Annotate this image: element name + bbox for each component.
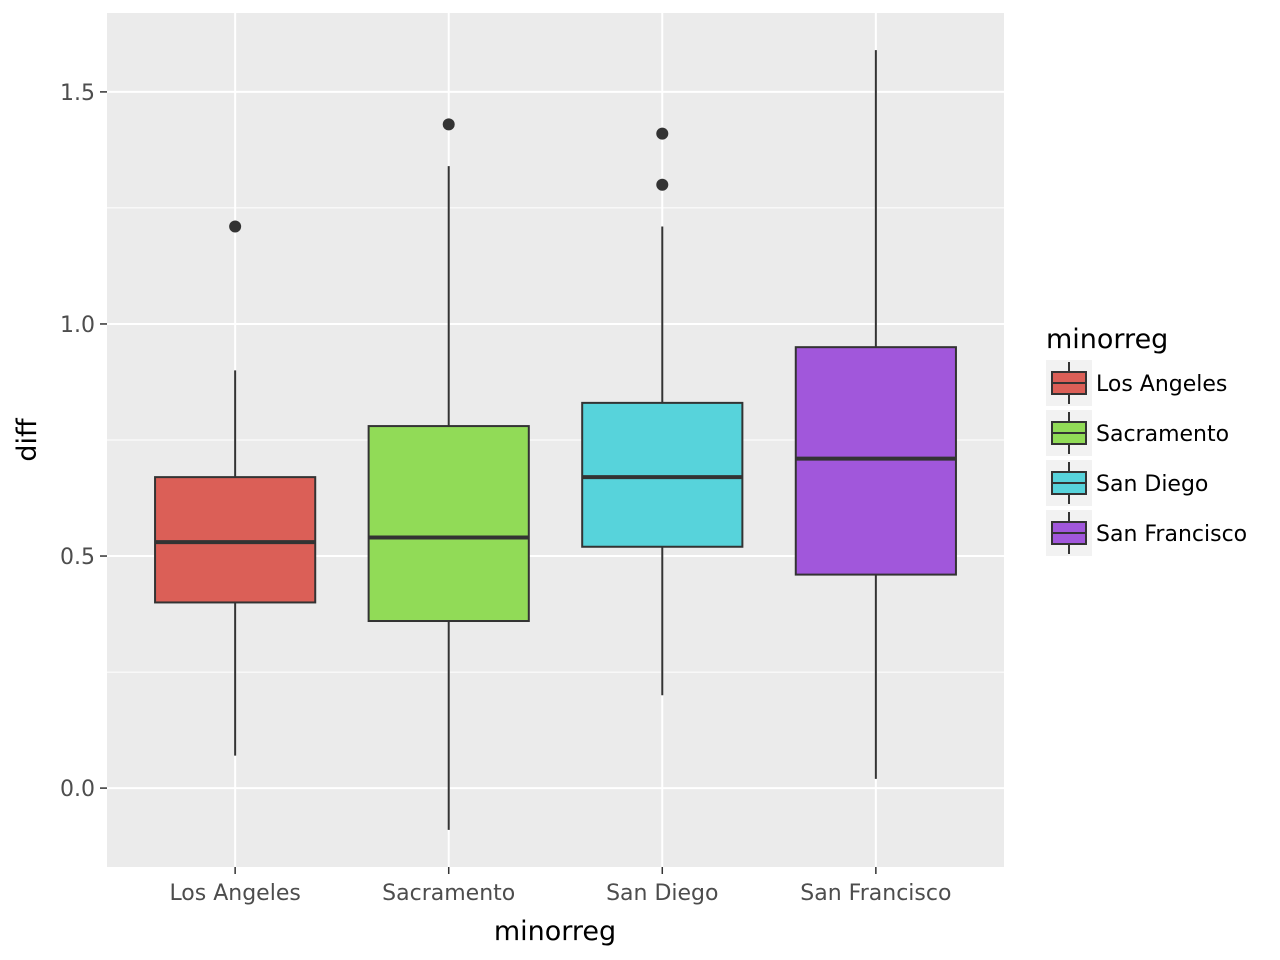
legend-item: San Francisco — [1046, 510, 1247, 556]
box-group — [794, 50, 957, 779]
x-axis-title: minorreg — [494, 916, 616, 947]
legend-label: Los Angeles — [1096, 372, 1227, 397]
y-tick-label: 1.0 — [60, 313, 95, 338]
x-tick-label: San Francisco — [800, 881, 951, 906]
box — [367, 425, 530, 623]
outlier-point — [656, 178, 669, 191]
x-tick-label: San Diego — [606, 881, 718, 906]
box-group — [367, 118, 530, 830]
box-group — [154, 220, 317, 756]
x-tick-label: Sacramento — [382, 881, 515, 906]
box — [154, 476, 317, 604]
legend-title: minorreg — [1046, 324, 1168, 355]
legend-item: Sacramento — [1046, 410, 1229, 456]
legend-label: San Francisco — [1096, 522, 1247, 547]
y-tick-label: 0.0 — [60, 777, 95, 802]
legend-label: Sacramento — [1096, 422, 1229, 447]
box — [794, 346, 957, 576]
x-tick-label: Los Angeles — [169, 881, 300, 906]
x-axis: Los Angeles Sacramento San Diego San Franci… — [169, 867, 951, 906]
boxes — [154, 50, 957, 830]
legend: minorreg Los Angeles Sacramento San Diego S… — [1046, 324, 1247, 556]
outlier-point — [229, 220, 242, 233]
legend-label: San Diego — [1096, 472, 1208, 497]
legend-item: Los Angeles — [1046, 360, 1227, 406]
legend-item: San Diego — [1046, 460, 1208, 506]
y-tick-label: 0.5 — [60, 545, 95, 570]
outlier-point — [656, 127, 669, 140]
box-group — [581, 127, 744, 696]
outlier-point — [442, 118, 455, 131]
box — [581, 401, 744, 548]
y-axis-title: diff — [12, 417, 43, 462]
y-axis: 0.0 0.5 1.0 1.5 — [60, 81, 107, 802]
y-tick-label: 1.5 — [60, 81, 95, 106]
